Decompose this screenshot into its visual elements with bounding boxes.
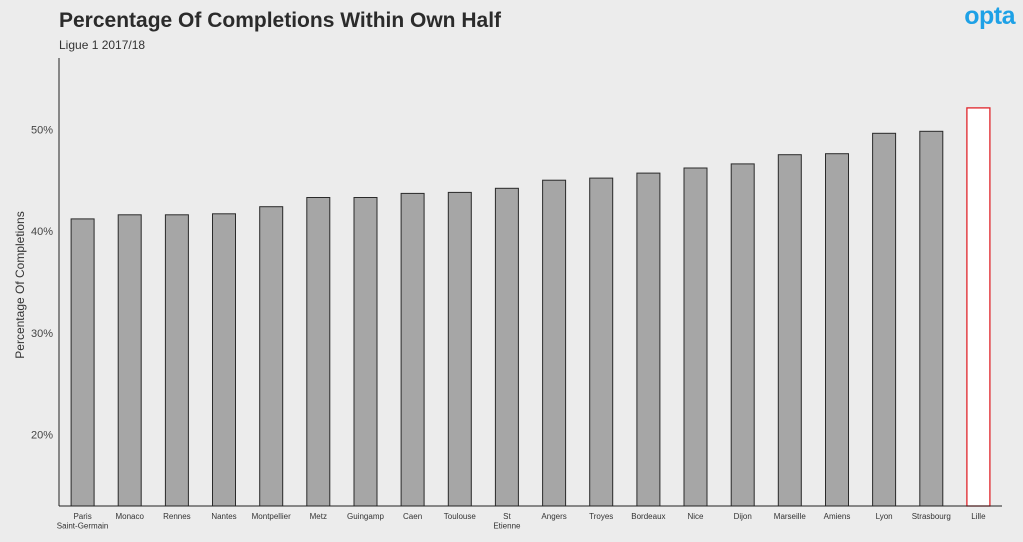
x-tick-label: Angers [541, 512, 566, 521]
bar [636, 172, 661, 507]
x-tick-label: Monaco [115, 512, 144, 521]
x-tick-label: Strasbourg [912, 512, 951, 521]
bar [447, 191, 472, 507]
bar [542, 179, 567, 507]
y-tick-label: 30% [31, 328, 53, 340]
bar [683, 167, 708, 507]
x-tick-label: Nantes [211, 512, 236, 521]
bar [825, 153, 849, 507]
opta-logo: opta [964, 2, 1015, 30]
x-tick-label: Caen [403, 512, 422, 521]
bar [70, 218, 95, 507]
x-tick-label: Nice [687, 512, 704, 521]
bar [589, 177, 614, 507]
bar [306, 197, 331, 507]
bar [259, 206, 284, 507]
bar [730, 163, 755, 507]
x-tick-label: Marseille [774, 512, 807, 521]
x-tick-label: Amiens [824, 512, 851, 521]
category-labels: Paris Saint-Germain Monaco Rennes Nantes Mont… [57, 512, 986, 531]
x-tick-label: Toulouse [444, 512, 477, 521]
chart-title: Percentage Of Completions Within Own Hal… [59, 9, 502, 32]
x-tick-label: Metz [310, 512, 327, 521]
bar [353, 197, 378, 507]
bar [919, 130, 944, 507]
x-tick-label: Montpellier [252, 512, 291, 521]
x-tick-label: Paris Saint-Germain [57, 512, 109, 531]
y-tick-label: 40% [31, 226, 53, 238]
y-tick-label: 20% [31, 430, 53, 442]
x-tick-label: Rennes [163, 512, 191, 521]
bar [872, 132, 897, 507]
bar [777, 154, 802, 507]
bars [70, 107, 991, 507]
x-tick-label: Bordeaux [631, 512, 665, 521]
y-axis-ticks: 20% 30% 40% 50% [31, 124, 53, 441]
bar [117, 214, 142, 507]
x-tick-label: Troyes [589, 512, 613, 521]
bar [164, 214, 189, 507]
x-tick-label: Guingamp [347, 512, 384, 521]
x-tick-label: Dijon [734, 512, 752, 521]
x-tick-label: Lille [971, 512, 986, 521]
x-tick-label: St Etienne [493, 512, 521, 531]
y-tick-label: 50% [31, 124, 53, 136]
bar [212, 213, 236, 507]
bar-highlighted [966, 107, 991, 507]
x-tick-label: Lyon [876, 512, 893, 521]
chart-subtitle: Ligue 1 2017/18 [59, 38, 146, 52]
bar [400, 192, 425, 507]
bar [494, 187, 519, 507]
